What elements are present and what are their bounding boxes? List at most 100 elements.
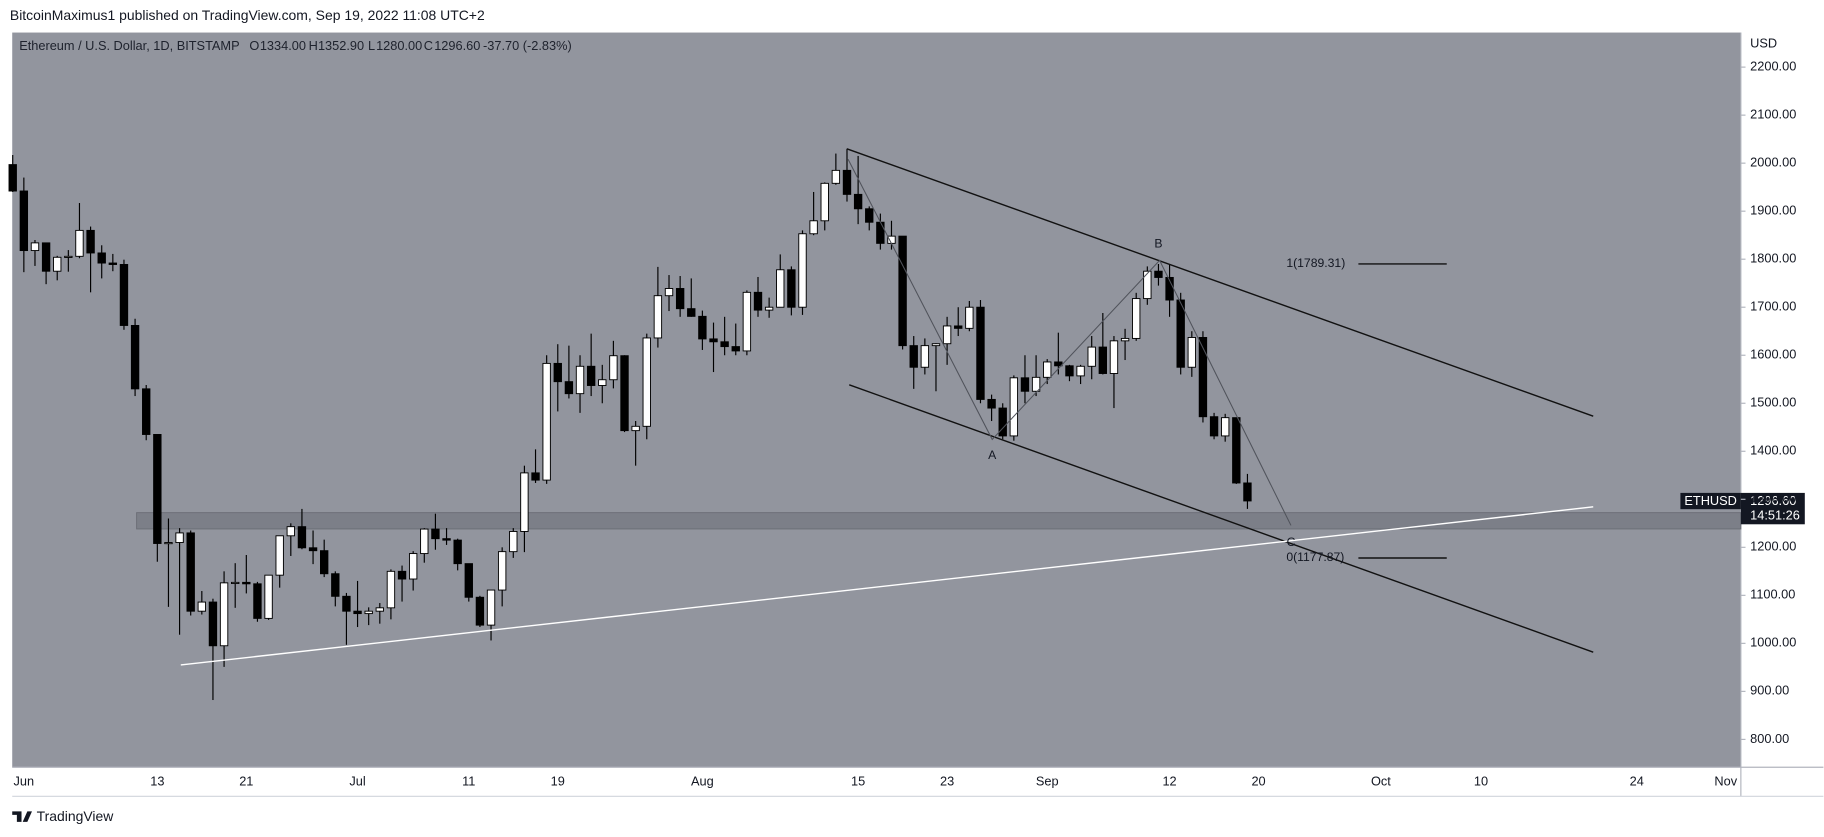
y-tick-label: 1100.00 — [1750, 587, 1795, 602]
y-tick-label: 2100.00 — [1750, 107, 1796, 122]
y-tick-label: 900.00 — [1750, 683, 1789, 698]
candle-body — [764, 306, 774, 311]
candle-body — [664, 288, 674, 297]
y-tick-label: 2200.00 — [1750, 58, 1796, 73]
candle-body — [19, 190, 29, 252]
candle-body — [698, 315, 707, 340]
candle-body — [620, 355, 629, 432]
candle-body — [286, 526, 295, 537]
candle-body — [876, 221, 885, 244]
legend-key: C — [424, 38, 433, 53]
y-tick-label: 1000.00 — [1750, 635, 1796, 650]
candle-body — [1098, 346, 1108, 374]
candle-body — [242, 581, 251, 585]
candle-body — [598, 379, 607, 386]
candle-body — [86, 229, 95, 254]
x-tick-label: Sep — [1036, 774, 1059, 789]
candle-body — [776, 269, 785, 308]
candle-body — [75, 229, 84, 257]
candle-body — [1187, 337, 1197, 368]
candle-body — [998, 407, 1007, 437]
candle-body — [531, 472, 540, 481]
price-tag — [1740, 492, 1805, 525]
candle-body — [687, 308, 696, 317]
candle-body — [1087, 346, 1096, 367]
candle-body — [820, 182, 829, 222]
candle-body — [1154, 270, 1163, 278]
candle-body — [575, 365, 585, 395]
candle-body — [353, 610, 362, 615]
candle-body — [753, 291, 763, 311]
candle-body — [408, 553, 418, 580]
wave-label: A — [988, 448, 997, 462]
candle-body — [153, 434, 162, 544]
x-tick-label: Nov — [1714, 774, 1737, 789]
price-tag-text: 1296.60 — [1750, 493, 1796, 508]
y-tick-label: 2000.00 — [1750, 155, 1796, 170]
candle-body — [909, 345, 918, 368]
candle-body — [631, 425, 640, 432]
candle-body — [164, 542, 173, 545]
candle-body — [253, 583, 262, 619]
candle-body — [308, 547, 318, 552]
fib-label: 0(1177.87) — [1286, 550, 1344, 564]
candle-body — [831, 169, 841, 184]
support-trendline — [180, 506, 1594, 666]
candle-body — [1065, 365, 1074, 377]
candle-body — [8, 164, 17, 192]
publisher: BitcoinMaximus1 published on TradingView… — [10, 7, 485, 23]
candle-body — [275, 535, 284, 576]
candle-body — [331, 573, 340, 597]
candle-body — [709, 338, 718, 343]
candle-body — [1132, 298, 1141, 339]
axes: 800.00 900.00 1000.00 1100.00 1200.00 1300.00… — [14, 58, 1797, 788]
candle-body — [1109, 340, 1119, 374]
candle-body — [475, 596, 485, 626]
candle-body — [175, 532, 184, 543]
candle-body — [464, 563, 473, 598]
candle-body — [420, 528, 429, 555]
candle-body — [364, 610, 373, 615]
y-tick-label: 800.00 — [1750, 731, 1789, 746]
countdown-text: 14:51:26 — [1750, 508, 1800, 523]
candle-body — [1054, 361, 1063, 367]
x-tick-label: 11 — [462, 774, 475, 789]
wave-path — [847, 159, 1292, 526]
candle-body — [798, 233, 807, 308]
candle-body — [386, 570, 396, 609]
candles — [8, 148, 1252, 701]
candle-body — [965, 306, 974, 329]
x-tick-label: 15 — [851, 774, 865, 789]
candle-body — [64, 255, 73, 258]
x-tick-label: 23 — [940, 774, 954, 789]
candle-body — [920, 345, 930, 368]
candle-body — [509, 531, 518, 553]
candle-body — [887, 235, 896, 244]
legend-value: 1352.90 — [318, 38, 364, 53]
logo-mark — [12, 811, 32, 822]
symbol-tag-text: ETHUSD — [1684, 493, 1736, 508]
candle-body — [731, 346, 740, 352]
candle-body — [976, 306, 985, 400]
candle-body — [520, 472, 529, 532]
chart-title: Ethereum / U.S. Dollar, 1D, BITSTAMP — [19, 38, 239, 53]
y-tick-label: 1300.00 — [1750, 491, 1796, 506]
candle-body — [197, 601, 207, 612]
candle-body — [942, 325, 952, 345]
candle-body — [1176, 299, 1185, 368]
y-tick-label: 1600.00 — [1750, 347, 1796, 362]
candle-body — [931, 343, 941, 347]
y-tick-label: 1400.00 — [1750, 443, 1796, 458]
candle-body — [898, 235, 907, 347]
candle-body — [987, 398, 996, 409]
candle-body — [375, 607, 384, 612]
fib-label: 1(1789.31) — [1286, 256, 1345, 270]
candle-body — [1198, 337, 1208, 418]
candle-body — [486, 589, 496, 626]
legend-value: 1280.00 — [376, 38, 422, 53]
legend-key: O — [249, 38, 259, 53]
candle-body — [809, 220, 818, 235]
x-tick-label: 13 — [150, 774, 164, 789]
candle-body — [642, 337, 651, 427]
candle-body — [787, 269, 796, 308]
